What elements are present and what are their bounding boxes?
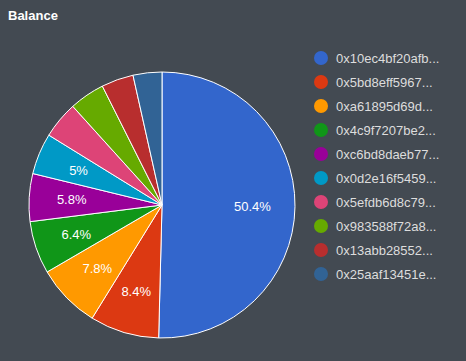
svg-text:5%: 5% [69,163,88,178]
html-text:Balance: Balance [8,8,58,23]
html-text:0xa61895d69d...: 0xa61895d69d... [336,98,433,114]
html-text:0x10ec4bf20afb...: 0x10ec4bf20afb... [336,50,440,66]
html-text:0x983588f72a8...: 0x983588f72a8... [336,218,437,234]
svg-text:50.4%: 50.4% [234,199,271,214]
html-text:0x5efdb6d8c79...: 0x5efdb6d8c79... [336,194,436,210]
svg-text:5.8%: 5.8% [57,192,87,207]
svg-text:7.8%: 7.8% [82,261,112,276]
html-text:0x4c9f7207be2...: 0x4c9f7207be2... [336,122,436,138]
svg-text:6.4%: 6.4% [62,227,92,242]
svg-text:8.4%: 8.4% [121,284,151,299]
html-text:0x5bd8eff5967...: 0x5bd8eff5967... [336,74,433,90]
html-text:0x0d2e16f5459...: 0x0d2e16f5459... [336,170,437,186]
html-text:0x25aaf13451e...: 0x25aaf13451e... [336,266,437,282]
html-text:0x13abb28552...: 0x13abb28552... [336,242,433,258]
html-text:0xc6bd8daeb77...: 0xc6bd8daeb77... [336,146,440,162]
